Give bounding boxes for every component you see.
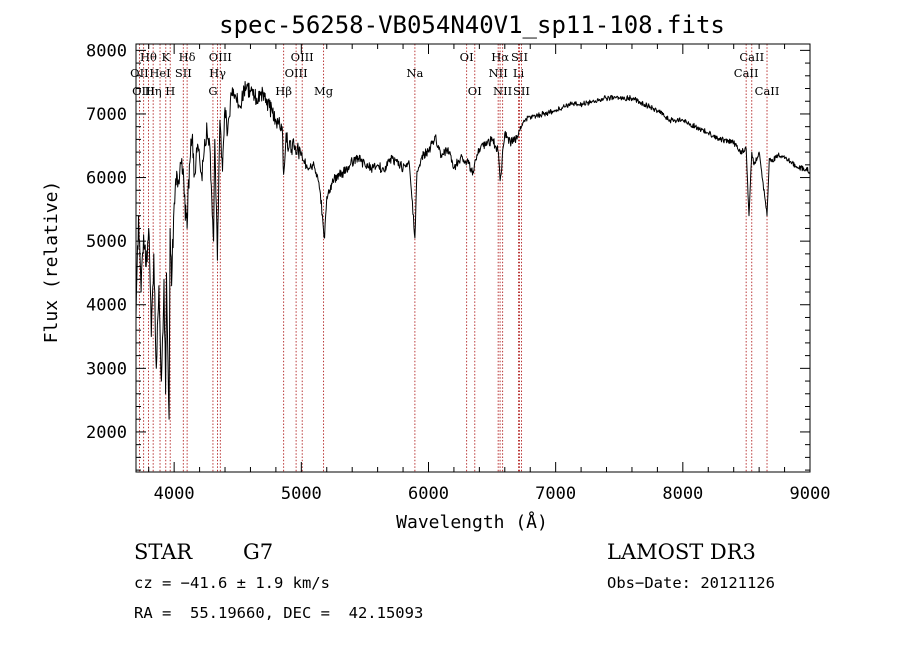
y-tick-label: 3000 <box>86 359 127 379</box>
spectral-line-label: Hδ <box>179 50 196 64</box>
spectral-line-label: SII <box>511 50 528 64</box>
spectral-line-label: Hγ <box>209 66 226 80</box>
y-tick-label: 5000 <box>86 232 127 252</box>
spectral-line-label: CaII <box>739 50 764 64</box>
chart-title: spec-56258-VB054N40V1_sp11-108.fits <box>219 11 725 39</box>
spectral-line-label: K <box>161 50 170 64</box>
spectral-line-label: OIII <box>285 66 308 80</box>
x-tick-label: 5000 <box>281 484 322 504</box>
spectral-line-label: Na <box>406 66 423 80</box>
x-tick-label: 6000 <box>408 484 449 504</box>
spectral-line-label: OIII <box>209 50 232 64</box>
spectral-line-label: OIII <box>291 50 314 64</box>
plot-frame <box>135 43 811 473</box>
spectral-line-label: SII <box>175 66 192 80</box>
spectral-line-label: H <box>165 84 175 98</box>
spectral-line-label: CaII <box>755 84 780 98</box>
spectral-line-label: OII <box>130 66 149 80</box>
spectral-line-label: OIII <box>132 84 155 98</box>
y-tick-label: 7000 <box>86 105 127 125</box>
spectral-line-label: NII <box>493 84 512 98</box>
spectral-line-label: OI <box>468 84 482 98</box>
observation-date: Obs−Date: 20121126 <box>607 574 775 592</box>
y-tick-label: 4000 <box>86 296 127 316</box>
axes: 4000 5000 6000 7000 8000 9000 2000 3000 4000 5000… <box>86 41 830 504</box>
x-tick-label: 9000 <box>790 484 831 504</box>
y-tick-label: 6000 <box>86 169 127 189</box>
spectral-line-label: HeI <box>149 66 170 80</box>
spectral-line-label: CaII <box>734 66 759 80</box>
x-tick-label: 4000 <box>154 484 195 504</box>
object-class: STAR <box>134 540 193 564</box>
spectral-line-label: OI <box>460 50 474 64</box>
x-axis-label: Wavelength (Å) <box>396 511 548 533</box>
y-tick-label: 2000 <box>86 423 127 443</box>
redshift-text: cz = −41.6 ± 1.9 km/s <box>134 574 330 592</box>
spectral-line-label: Hη <box>145 84 162 98</box>
x-tick-label: 8000 <box>662 484 703 504</box>
spectral-line-label: SII <box>513 84 530 98</box>
spectral-line-label: Mg <box>314 84 334 98</box>
spectral-subclass: G7 <box>243 540 274 564</box>
flux-series-line <box>135 81 811 420</box>
y-tick-label: 8000 <box>86 41 127 61</box>
spectral-line-label: Li <box>513 66 525 80</box>
y-axis-label: Flux (relative) <box>41 181 62 344</box>
coordinates: RA = 55.19660, DEC = 42.15093 <box>134 604 424 622</box>
spectral-line-label: Hβ <box>275 84 292 98</box>
spectral-line-label: Hθ <box>140 50 157 64</box>
spectral-line-label: G <box>208 84 217 98</box>
x-tick-label: 7000 <box>535 484 576 504</box>
spectral-line-label: Hα <box>491 50 509 64</box>
plot-area <box>135 81 811 420</box>
spectral-line-label: NII <box>489 66 508 80</box>
survey-name: LAMOST DR3 <box>607 540 756 564</box>
